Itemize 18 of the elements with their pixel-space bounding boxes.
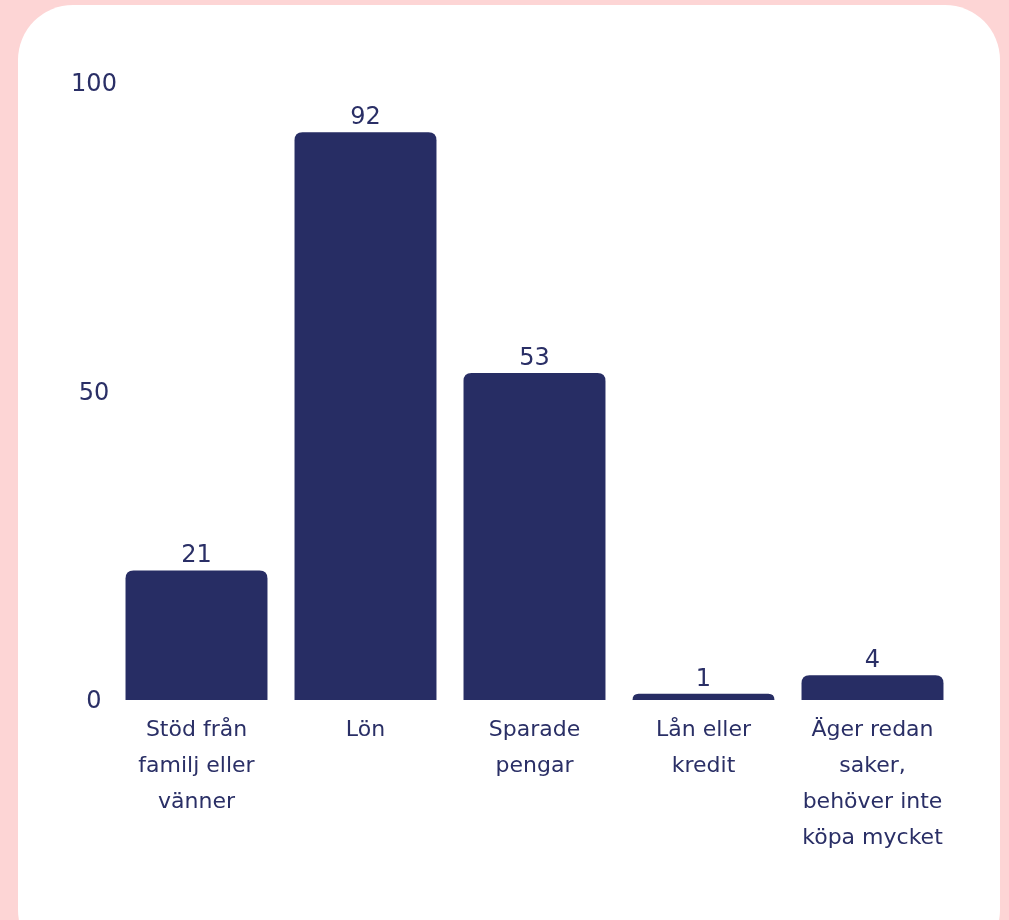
- bar: [294, 132, 437, 700]
- y-tick-label: 100: [71, 69, 117, 98]
- x-tick-label: Stöd från familj eller vänner: [138, 716, 256, 813]
- bar: [632, 693, 775, 700]
- data-label: 92: [350, 102, 381, 131]
- y-tick-label: 0: [86, 686, 102, 715]
- x-tick-label: Lån eller kredit: [655, 716, 752, 777]
- x-tick-label: Lön: [345, 716, 386, 741]
- bar: [125, 570, 268, 700]
- data-label: 21: [181, 540, 212, 569]
- x-tick-label: Äger redan saker, behöver inte köpa mycket: [802, 716, 944, 849]
- bar: [463, 372, 606, 700]
- bar: [801, 675, 944, 700]
- x-tick-label: Sparade pengar: [488, 716, 581, 777]
- data-label: 4: [864, 645, 881, 674]
- y-tick-label: 50: [78, 377, 110, 406]
- data-label: 1: [695, 663, 712, 692]
- data-label: 53: [519, 342, 550, 371]
